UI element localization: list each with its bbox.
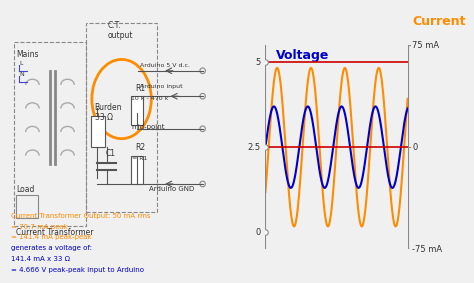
Text: = 70.7 mA peak: = 70.7 mA peak <box>11 224 68 230</box>
Text: 141.4 mA x 33 Ω: 141.4 mA x 33 Ω <box>11 256 70 262</box>
Text: = 4.666 V peak-peak input to Arduino: = 4.666 V peak-peak input to Arduino <box>11 267 144 273</box>
Text: N: N <box>19 72 24 78</box>
Text: 0: 0 <box>412 143 418 152</box>
Text: Current Transformer: Current Transformer <box>16 228 94 237</box>
FancyBboxPatch shape <box>91 116 105 147</box>
Text: Burden: Burden <box>94 103 122 112</box>
Text: Current Transformer Output: 50 mA rms: Current Transformer Output: 50 mA rms <box>11 213 150 219</box>
Text: = R1: = R1 <box>132 156 148 161</box>
Text: 33 Ω: 33 Ω <box>94 113 112 122</box>
Text: Mains: Mains <box>16 50 39 59</box>
Text: C.T.: C.T. <box>108 21 122 30</box>
Text: mid-point: mid-point <box>131 124 164 130</box>
Text: generates a voltage of:: generates a voltage of: <box>11 245 92 251</box>
Text: Current: Current <box>412 15 466 28</box>
Text: R1: R1 <box>135 83 145 93</box>
Text: L: L <box>19 61 22 66</box>
Text: 5: 5 <box>255 58 260 67</box>
Text: Arduino GND: Arduino GND <box>148 186 194 192</box>
FancyBboxPatch shape <box>131 156 143 184</box>
Text: Voltage: Voltage <box>275 49 329 62</box>
Text: 10 k - 470 k: 10 k - 470 k <box>131 97 168 102</box>
Text: output: output <box>108 31 134 40</box>
Text: Load: Load <box>16 185 35 194</box>
Text: Arduino 5 V d.c.: Arduino 5 V d.c. <box>140 63 191 68</box>
Text: C1: C1 <box>105 149 115 158</box>
Text: 75 mA: 75 mA <box>412 41 439 50</box>
Text: Arduino input: Arduino input <box>140 84 183 89</box>
Text: 2.5: 2.5 <box>247 143 260 152</box>
Text: -75 mA: -75 mA <box>412 245 443 254</box>
FancyBboxPatch shape <box>131 96 143 125</box>
Text: 0: 0 <box>255 228 260 237</box>
Text: = 141.4 mA peak-peak: = 141.4 mA peak-peak <box>11 234 91 241</box>
Text: R2: R2 <box>135 143 145 152</box>
